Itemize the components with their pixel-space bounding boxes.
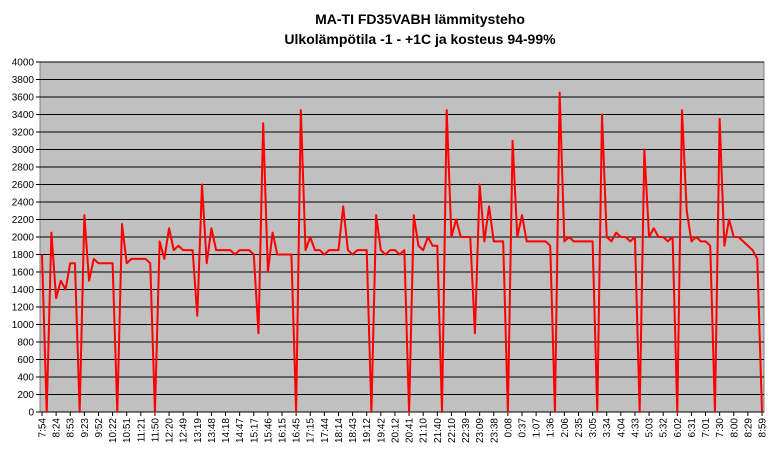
- y-tick-label: 2600: [12, 180, 35, 191]
- chart-subtitle: Ulkolämpötila -1 - +1C ja kosteus 94-99%: [284, 31, 556, 47]
- y-tick-label: 2200: [12, 215, 35, 226]
- x-tick-label: 20:41: [405, 418, 416, 443]
- x-tick-label: 3:34: [602, 418, 613, 438]
- y-tick-label: 3600: [12, 93, 35, 104]
- x-tick-label: 16:45: [292, 418, 303, 443]
- x-tick-label: 8:00: [729, 418, 740, 438]
- y-tick-label: 4000: [12, 58, 35, 69]
- data-line: [41, 91, 763, 413]
- x-tick-label: 19:12: [362, 418, 373, 443]
- x-tick-label: 21:10: [419, 418, 430, 443]
- x-tick-label: 2:06: [560, 418, 571, 438]
- x-tick-label: 12:20: [165, 418, 176, 443]
- x-tick-label: 2:35: [574, 418, 585, 438]
- x-tick-label: 6:02: [673, 418, 684, 438]
- y-tick-label: 1600: [12, 268, 35, 279]
- y-tick-label: 3000: [12, 145, 35, 156]
- y-tick-label: 3200: [12, 128, 35, 139]
- x-tick-label: 8:53: [66, 418, 77, 438]
- x-tick-label: 22:10: [447, 418, 458, 443]
- x-tick-label: 14:47: [235, 418, 246, 443]
- x-tick-label: 4:04: [616, 418, 627, 438]
- x-tick-label: 9:52: [94, 418, 105, 438]
- y-tick-label: 2400: [12, 198, 35, 209]
- x-tick-label: 8:24: [52, 418, 63, 438]
- x-tick-label: 7:30: [715, 418, 726, 438]
- x-tick-label: 23:09: [475, 418, 486, 443]
- y-tick-label: 2000: [12, 233, 35, 244]
- x-tick-label: 10:51: [122, 418, 133, 443]
- x-tick-label: 8:59: [758, 418, 769, 438]
- y-tick-label: 1000: [12, 320, 35, 331]
- x-tick-label: 20:12: [390, 418, 401, 443]
- x-tick-label: 0:08: [503, 418, 514, 438]
- y-tick-label: 600: [17, 355, 34, 366]
- y-tick-label: 0: [28, 408, 34, 419]
- y-tick-label: 1200: [12, 303, 35, 314]
- x-tick-label: 17:15: [306, 418, 317, 443]
- x-tick-label: 7:01: [701, 418, 712, 438]
- x-tick-label: 11:50: [150, 418, 161, 443]
- y-tick-label: 1800: [12, 250, 35, 261]
- x-tick-label: 22:39: [461, 418, 472, 443]
- x-tick-label: 6:31: [687, 418, 698, 438]
- x-tick-label: 1:36: [546, 418, 557, 438]
- x-tick-label: 15:46: [263, 418, 274, 443]
- x-tick-label: 13:48: [207, 418, 218, 443]
- x-tick-label: 0:37: [518, 418, 529, 438]
- x-tick-label: 10:22: [108, 418, 119, 443]
- x-tick-label: 9:23: [80, 418, 91, 438]
- x-tick-label: 15:17: [249, 418, 260, 443]
- x-tick-label: 8:29: [743, 418, 754, 438]
- x-tick-label: 23:38: [489, 418, 500, 443]
- x-tick-label: 18:43: [348, 418, 359, 443]
- x-tick-label: 13:19: [193, 418, 204, 443]
- x-tick-label: 3:05: [588, 418, 599, 438]
- y-tick-label: 3400: [12, 110, 35, 121]
- x-tick-label: 19:42: [376, 418, 387, 443]
- x-tick-label: 17:44: [320, 418, 331, 443]
- x-tick-label: 18:14: [334, 418, 345, 443]
- chart-title: MA-TI FD35VABH lämmitysteho: [315, 11, 525, 27]
- y-tick-label: 2800: [12, 163, 35, 174]
- x-tick-label: 12:49: [179, 418, 190, 443]
- x-tick-label: 4:33: [630, 418, 641, 438]
- y-tick-label: 3800: [12, 75, 35, 86]
- x-tick-label: 21:40: [433, 418, 444, 443]
- x-tick-label: 5:03: [645, 418, 656, 438]
- x-tick-label: 14:18: [221, 418, 232, 443]
- x-tick-label: 7:54: [38, 418, 49, 438]
- y-tick-label: 400: [17, 373, 34, 384]
- x-tick-label: 16:15: [278, 418, 289, 443]
- x-tick-label: 11:21: [136, 418, 147, 443]
- y-tick-label: 1400: [12, 285, 35, 296]
- y-tick-label: 800: [17, 338, 34, 349]
- x-tick-label: 1:07: [532, 418, 543, 438]
- x-tick-label: 5:32: [659, 418, 670, 438]
- y-tick-label: 200: [17, 390, 34, 401]
